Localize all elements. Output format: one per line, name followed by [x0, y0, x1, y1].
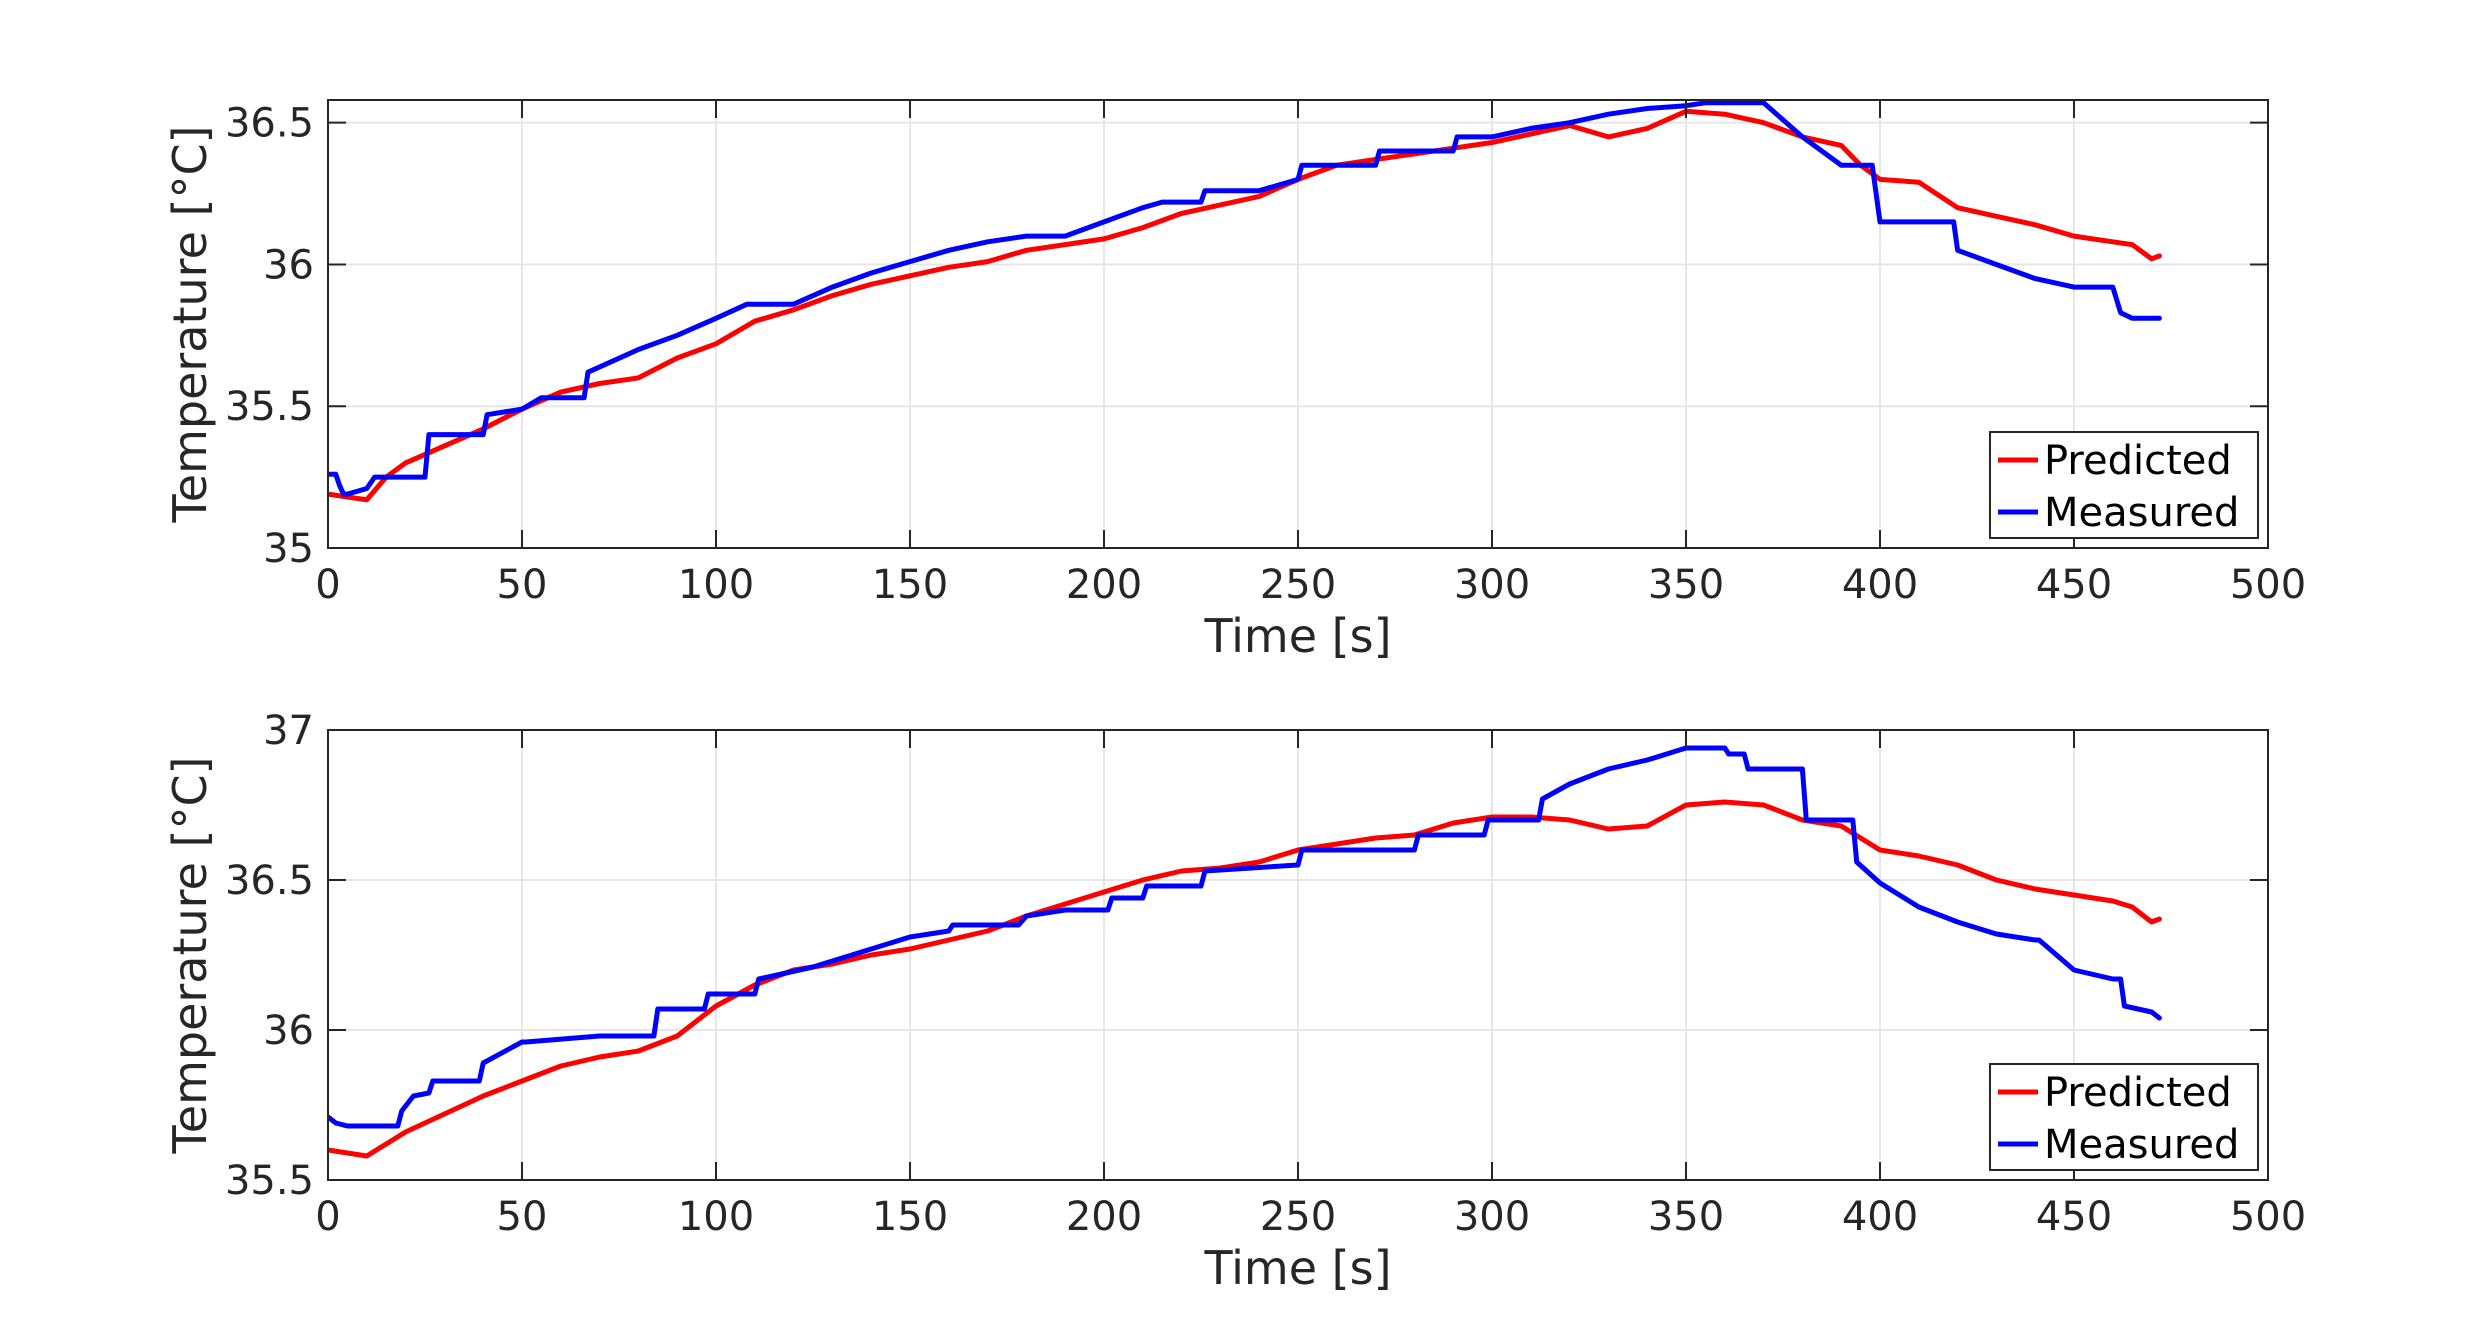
x-tick-label: 0 [315, 562, 340, 608]
legend: Predicted Measured [1989, 1063, 2259, 1171]
legend-box [1989, 431, 2259, 539]
y-axis-label: Temperature [°C] [163, 125, 217, 523]
x-tick-label: 300 [1454, 1194, 1530, 1240]
x-tick-label: 450 [2036, 1194, 2112, 1240]
y-axis-label: Temperature [°C] [163, 756, 217, 1154]
x-tick-label: 400 [1842, 1194, 1918, 1240]
series-line-measured [328, 100, 2162, 497]
series-line-predicted [328, 108, 2162, 503]
y-tick-label: 36.5 [225, 858, 314, 904]
y-tick-label: 35.5 [225, 1158, 314, 1204]
chart-top: 0 50 100 150 200 250 300 350 400 450 500 35 35.5 36 36… [163, 99, 2306, 663]
x-axis-label: Time [s] [1203, 1241, 1391, 1295]
x-tick-label: 50 [497, 562, 548, 608]
x-tick-label: 200 [1066, 562, 1142, 608]
x-tick-label: 350 [1648, 562, 1724, 608]
y-tick-label: 36 [263, 1008, 314, 1054]
legend-box [1989, 1063, 2259, 1171]
x-tick-label: 50 [497, 1194, 548, 1240]
x-axis-label: Time [s] [1203, 609, 1391, 663]
x-tick-label: 350 [1648, 1194, 1724, 1240]
y-tick-label: 37 [263, 708, 314, 754]
legend: Predicted Measured [1989, 431, 2259, 539]
chart-bottom: 0 50 100 150 200 250 300 350 400 450 500 35.5 36 36.5… [163, 708, 2306, 1295]
legend-label-predicted: Predicted [2044, 438, 2232, 484]
y-tick-label: 35 [263, 526, 314, 572]
x-tick-label: 400 [1842, 562, 1918, 608]
legend-label-measured: Measured [2044, 1122, 2239, 1168]
x-tick-label: 0 [315, 1194, 340, 1240]
x-tick-label: 300 [1454, 562, 1530, 608]
x-tick-label: 500 [2230, 1194, 2306, 1240]
x-tick-label: 250 [1260, 562, 1336, 608]
legend-label-measured: Measured [2044, 490, 2239, 536]
series-line-predicted [328, 799, 2162, 1159]
x-tick-label: 500 [2230, 562, 2306, 608]
x-tick-label: 250 [1260, 1194, 1336, 1240]
x-tick-label: 450 [2036, 562, 2112, 608]
x-tick-label: 150 [872, 1194, 948, 1240]
series-line-measured [328, 745, 2162, 1129]
y-tick-label: 36.5 [225, 101, 314, 147]
legend-label-predicted: Predicted [2044, 1070, 2232, 1116]
y-tick-label: 35.5 [225, 384, 314, 430]
x-tick-label: 200 [1066, 1194, 1142, 1240]
x-tick-label: 150 [872, 562, 948, 608]
x-tick-label: 100 [678, 1194, 754, 1240]
x-tick-label: 100 [678, 562, 754, 608]
y-tick-label: 36 [263, 242, 314, 288]
